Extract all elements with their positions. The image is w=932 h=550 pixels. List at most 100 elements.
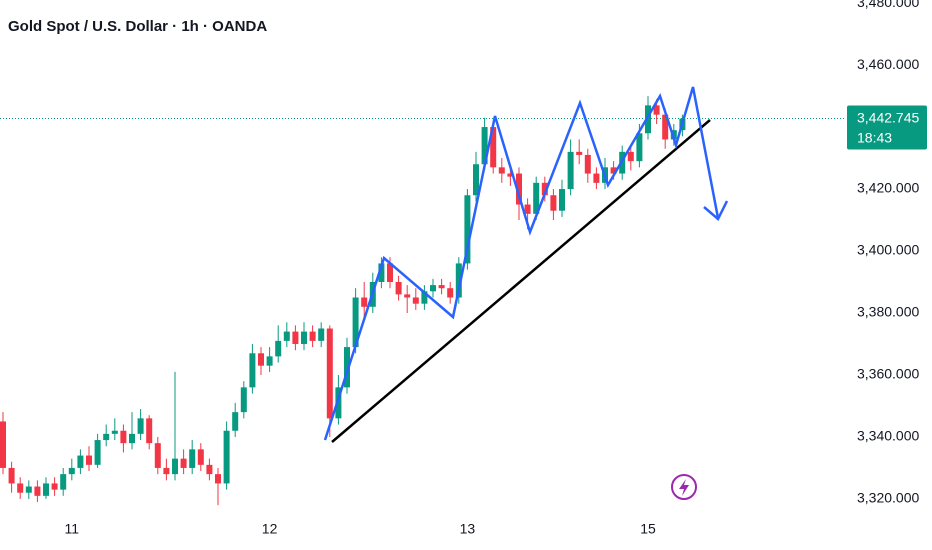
- candle-body: [223, 430, 230, 484]
- candle-body: [430, 285, 436, 292]
- candle-body: [172, 458, 178, 475]
- candle-body: [266, 356, 273, 366]
- candle-body: [292, 331, 299, 344]
- y-tick-label: 3,400.000: [857, 242, 919, 258]
- candle-body: [60, 474, 67, 490]
- price-label: 3,442.745: [857, 109, 919, 125]
- countdown-label: 18:43: [857, 129, 892, 145]
- candle-body: [412, 297, 419, 304]
- candle-body: [0, 421, 6, 468]
- candle-body: [240, 387, 247, 413]
- candle-body: [550, 195, 557, 211]
- candle-body: [507, 173, 514, 177]
- y-tick-label: 3,420.000: [857, 180, 919, 196]
- candle-body: [541, 182, 548, 196]
- candle-body: [481, 127, 488, 165]
- candle-body: [455, 263, 462, 298]
- candle-body: [258, 353, 264, 366]
- candle-body: [438, 285, 445, 289]
- candle-body: [344, 347, 350, 388]
- candle-body: [636, 133, 643, 162]
- y-tick-label: 3,360.000: [857, 366, 919, 382]
- lightning-icon[interactable]: [671, 474, 697, 500]
- candle-body: [137, 418, 144, 434]
- candle-body: [645, 105, 651, 134]
- candle-body: [154, 443, 161, 468]
- candle-body: [559, 189, 565, 211]
- candle-body: [111, 430, 118, 434]
- candle-body: [473, 164, 479, 196]
- candle-body: [627, 151, 634, 162]
- candle-body: [576, 151, 583, 155]
- candle-body: [68, 467, 75, 475]
- y-tick-label: 3,380.000: [857, 304, 919, 320]
- candle-body: [8, 467, 15, 484]
- candle-body: [206, 464, 213, 475]
- candle-body: [524, 204, 531, 214]
- candle-body: [86, 455, 92, 465]
- candle-body: [215, 474, 221, 484]
- x-tick-label: 13: [460, 521, 476, 537]
- icon-ring[interactable]: [671, 474, 697, 500]
- x-tick-label: 12: [262, 521, 278, 537]
- candle-body: [17, 483, 24, 493]
- candle-body: [146, 418, 153, 444]
- candle-body: [395, 282, 402, 295]
- candle-body: [361, 297, 368, 307]
- candle-body: [249, 353, 256, 388]
- candle-body: [103, 433, 110, 441]
- candle-body: [653, 105, 660, 115]
- candle-body: [309, 331, 316, 341]
- candle-body: [498, 167, 505, 174]
- candle-body: [34, 486, 41, 496]
- y-tick-label: 3,340.000: [857, 428, 919, 444]
- x-tick-label: 15: [640, 521, 656, 537]
- candle-body: [120, 430, 127, 444]
- candle-body: [464, 195, 471, 264]
- candle-body: [584, 154, 591, 174]
- candle-body: [610, 167, 617, 174]
- candle-body: [387, 263, 393, 283]
- candle-body: [352, 297, 359, 348]
- candle-body: [335, 387, 342, 419]
- candle-body: [447, 288, 454, 298]
- candle-body: [94, 440, 101, 465]
- candle-body: [129, 433, 135, 444]
- trend-line: [331, 119, 711, 443]
- candle-body: [301, 331, 307, 344]
- price-box: [847, 105, 927, 150]
- candle-body: [378, 263, 385, 283]
- candle-body: [283, 331, 290, 341]
- candle-body: [77, 455, 84, 468]
- candle-body: [189, 449, 196, 468]
- arrow-head: [703, 200, 729, 221]
- candle-body: [662, 114, 669, 140]
- x-tick-label: 11: [65, 521, 80, 537]
- pattern-line: [323, 86, 720, 441]
- candle-body: [516, 173, 522, 205]
- candle-body: [197, 449, 204, 465]
- candle-body: [232, 412, 239, 431]
- candle-body: [421, 291, 428, 304]
- candle-body: [275, 340, 282, 357]
- candle-body: [25, 486, 32, 493]
- candle-body: [326, 328, 333, 419]
- candle-body: [163, 467, 170, 475]
- icon-bolt[interactable]: [679, 479, 689, 496]
- plot-area: [0, 2, 849, 506]
- candle-body: [490, 127, 497, 168]
- candle-body: [43, 483, 49, 496]
- chart-title: Gold Spot / U.S. Dollar · 1h · OANDA: [8, 18, 267, 35]
- y-tick-label: 3,460.000: [857, 56, 919, 72]
- candle-body: [533, 182, 540, 214]
- y-tick-label: 3,320.000: [857, 490, 919, 506]
- candle-body: [593, 173, 600, 183]
- candle-body: [404, 294, 411, 298]
- candle-body: [318, 328, 325, 341]
- candle-body: [567, 151, 574, 190]
- y-tick-label: 3,480.000: [857, 0, 919, 10]
- candle-body: [180, 458, 187, 468]
- candle-body: [51, 483, 58, 490]
